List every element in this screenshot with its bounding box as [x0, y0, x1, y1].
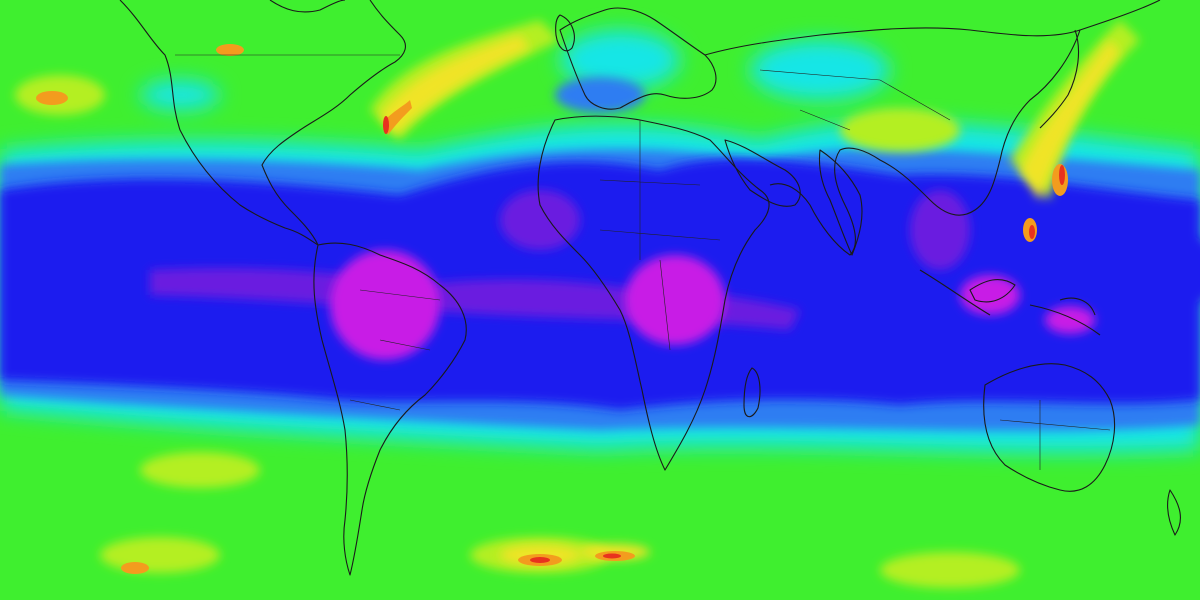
border-line	[999, 400, 1111, 470]
borders	[175, 54, 1111, 470]
coast-africa	[537, 115, 770, 471]
coast-new-zealand	[1166, 489, 1181, 536]
coast-europe	[559, 7, 717, 110]
coast-uk	[555, 14, 575, 52]
coast-south-america	[313, 242, 467, 576]
coastlines	[119, 0, 1181, 576]
coast-arabia	[724, 139, 801, 207]
border-line	[599, 120, 721, 351]
field-layer-blue	[0, 158, 1200, 410]
coast-north-america	[119, 0, 406, 246]
coast-india	[818, 149, 863, 256]
coast-indonesia	[919, 269, 1101, 336]
field-layer-orange	[36, 44, 1068, 574]
border-line	[759, 69, 951, 131]
coast-japan	[1039, 29, 1080, 129]
coast-asia	[704, 0, 1161, 256]
coast-greenland	[269, 0, 346, 13]
coast-australia	[983, 363, 1116, 492]
border-line	[349, 289, 441, 411]
coast-madagascar	[743, 367, 761, 418]
field-layer-red	[383, 116, 1065, 563]
